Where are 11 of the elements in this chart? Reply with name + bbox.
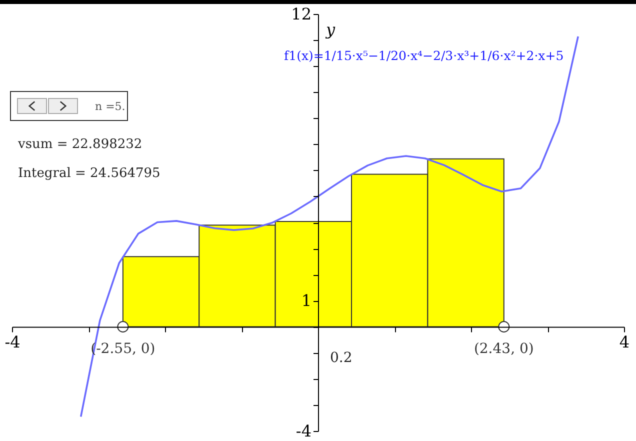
- y-tick-label: 1: [301, 291, 312, 310]
- y-tick-label: 12: [291, 4, 312, 24]
- annotation: n =5.: [95, 100, 126, 113]
- slider-control: n =5.: [10, 91, 128, 121]
- x-tick-label: 4: [619, 332, 630, 352]
- y-tick-label: -4: [296, 422, 312, 440]
- annotation: (2.43, 0): [474, 340, 534, 357]
- annotation: 0.2: [330, 350, 352, 366]
- y-axis-title: y: [325, 20, 336, 39]
- annotation: Integral = 24.564795: [18, 166, 160, 181]
- annotation: vsum = 22.898232: [18, 137, 142, 152]
